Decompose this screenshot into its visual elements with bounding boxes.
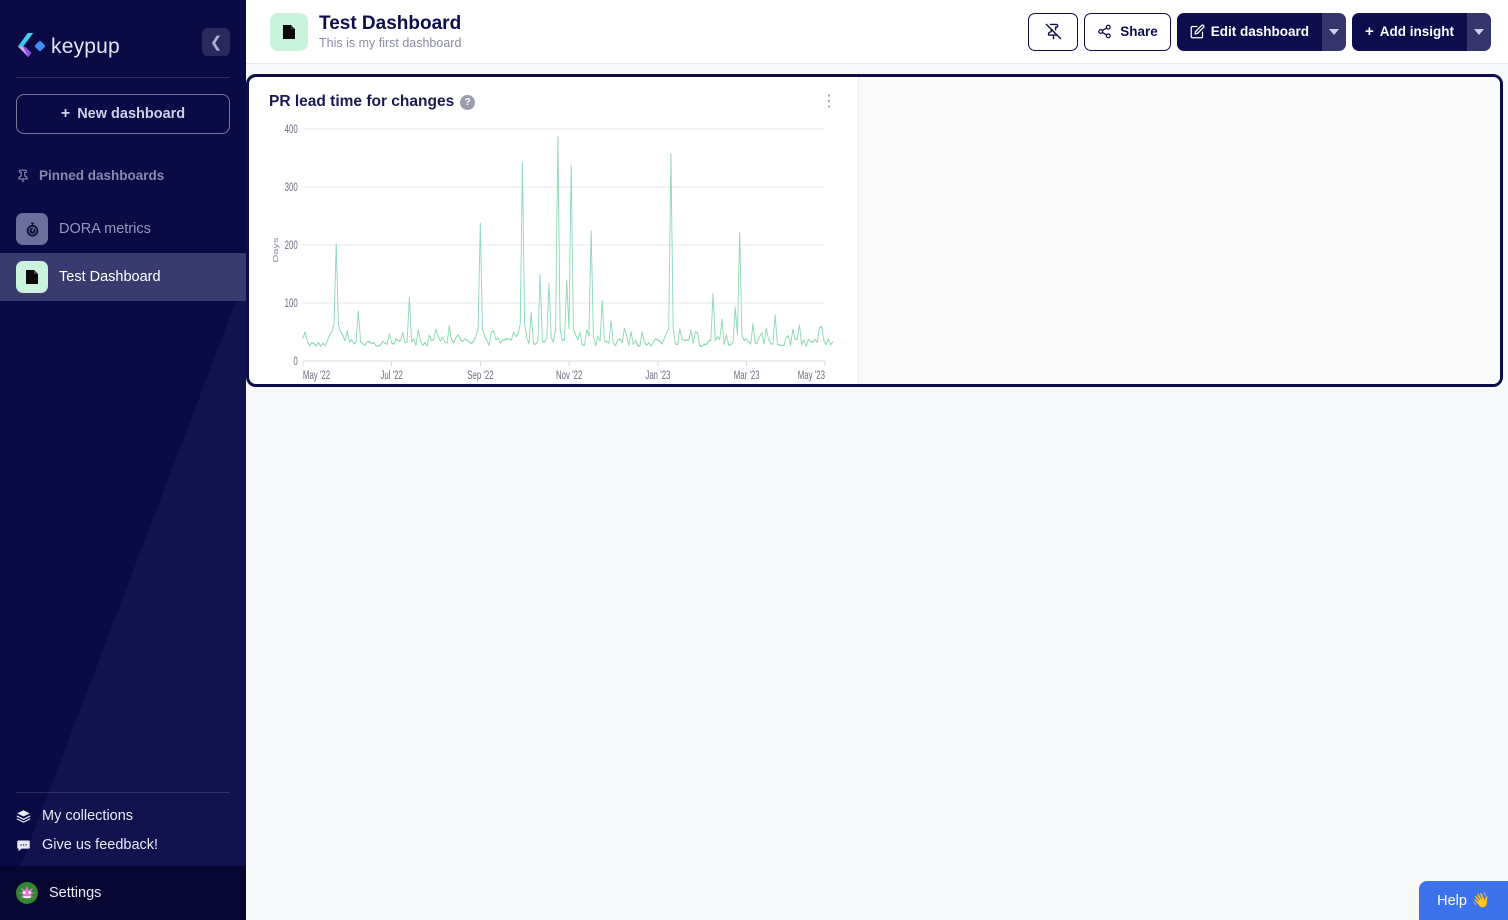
svg-text:0: 0: [293, 356, 298, 369]
svg-text:Jul '22: Jul '22: [380, 370, 403, 383]
svg-text:400: 400: [285, 124, 298, 137]
svg-text:May '23: May '23: [798, 370, 825, 383]
svg-text:Mar '23: Mar '23: [734, 370, 760, 383]
svg-text:200: 200: [285, 240, 298, 253]
svg-text:Days: Days: [272, 237, 280, 262]
svg-text:May '22: May '22: [303, 370, 330, 383]
svg-text:100: 100: [285, 298, 298, 311]
svg-text:300: 300: [285, 182, 298, 195]
svg-text:Jan '23: Jan '23: [645, 370, 670, 383]
svg-text:Sep '22: Sep '22: [467, 370, 494, 383]
svg-text:Nov '22: Nov '22: [556, 370, 583, 383]
